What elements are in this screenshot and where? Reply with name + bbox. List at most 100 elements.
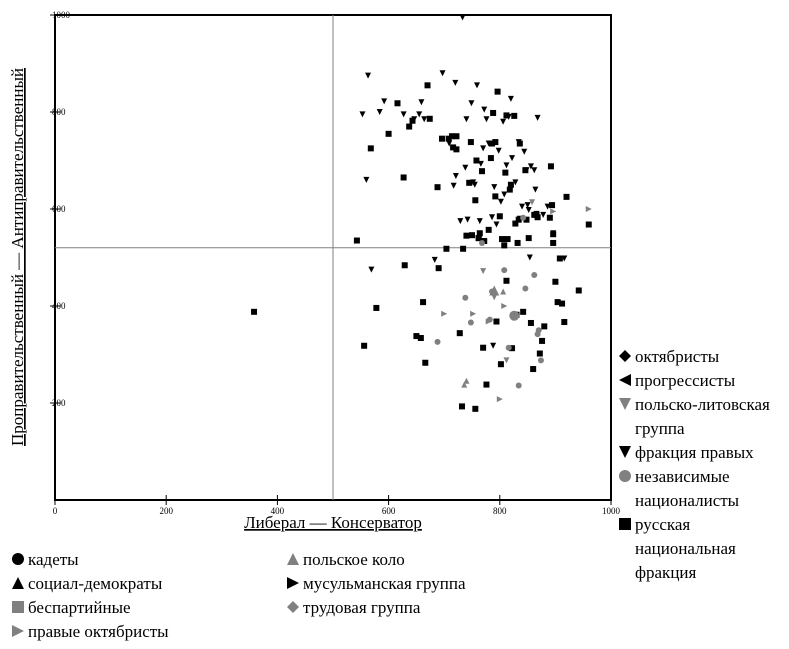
data-point <box>473 157 480 164</box>
data-point <box>505 113 512 120</box>
legend-square-icon <box>617 513 635 537</box>
data-point <box>559 300 566 307</box>
data-point <box>527 163 534 170</box>
data-point <box>512 220 519 227</box>
data-point <box>476 218 483 225</box>
x-axis-ticks: 0 200 400 600 800 1000 <box>53 495 621 516</box>
data-point <box>467 139 474 146</box>
data-point <box>469 232 475 239</box>
data-point <box>550 239 557 246</box>
data-point <box>422 359 429 366</box>
data-point <box>534 114 541 121</box>
data-point <box>536 350 543 357</box>
data-point <box>463 377 470 384</box>
data-point <box>540 211 547 218</box>
data-point <box>493 221 500 228</box>
data-point <box>416 111 423 118</box>
data-point <box>400 174 407 181</box>
data-point <box>522 285 529 292</box>
y-tick-label: 400 <box>52 301 66 311</box>
data-point <box>527 319 534 326</box>
data-point <box>496 213 503 220</box>
data-point <box>563 193 570 200</box>
data-point <box>523 167 530 174</box>
data-point <box>363 176 370 183</box>
legend-label: прогрессисты <box>635 371 736 390</box>
data-point <box>550 208 557 215</box>
data-point <box>529 199 536 206</box>
x-tick-label: 0 <box>53 506 58 516</box>
data-point <box>506 186 513 193</box>
data-point <box>512 179 519 186</box>
legend-item: октябристы <box>617 345 787 369</box>
legend-item: правые октябристы <box>10 620 169 644</box>
data-point <box>497 198 504 205</box>
legend-label: фракция правых <box>635 443 754 462</box>
data-point <box>497 361 504 368</box>
data-point <box>501 303 508 309</box>
x-axis-title: Либерал — Консерватор <box>244 513 422 532</box>
data-point <box>413 333 420 340</box>
data-point <box>409 117 416 124</box>
data-point <box>516 140 523 147</box>
data-point <box>561 319 568 326</box>
x-tick-label: 600 <box>382 506 396 516</box>
data-point <box>501 242 508 249</box>
data-point <box>509 155 516 162</box>
y-axis-ticks: 200 400 600 800 1000 <box>50 10 71 408</box>
data-point <box>507 95 514 102</box>
data-point <box>385 130 392 137</box>
data-point <box>515 139 522 146</box>
data-point <box>503 357 510 364</box>
legend-item: русская национальная фракция <box>617 513 787 585</box>
y-tick-label: 800 <box>52 107 66 117</box>
data-point <box>466 179 473 186</box>
data-point <box>365 72 372 79</box>
data-point <box>401 262 408 269</box>
data-point <box>453 146 460 153</box>
data-point <box>441 310 448 317</box>
data-point <box>514 239 521 246</box>
y-tick-label: 600 <box>52 204 66 214</box>
data-point <box>463 232 470 239</box>
data-point <box>361 342 368 349</box>
legend-circle-icon <box>10 548 28 572</box>
data-point <box>461 381 468 388</box>
legend-diamond-icon <box>617 345 635 369</box>
data-point <box>452 79 459 86</box>
data-point <box>424 82 431 89</box>
data-point <box>524 202 531 209</box>
legend-triangle-up-icon <box>285 548 303 572</box>
data-point <box>520 308 527 315</box>
y-tick-label: 1000 <box>52 10 71 20</box>
data-point <box>526 254 533 261</box>
data-point <box>499 236 506 243</box>
data-point <box>502 169 509 176</box>
data-point <box>450 182 457 189</box>
x-tick-label: 1000 <box>602 506 621 516</box>
data-point <box>547 163 554 170</box>
data-point <box>463 116 470 123</box>
data-point <box>503 277 510 284</box>
data-point <box>411 116 418 123</box>
data-point <box>400 111 407 118</box>
data-point <box>460 245 467 252</box>
data-point <box>376 109 383 115</box>
data-point <box>464 216 471 223</box>
data-point <box>492 139 499 146</box>
data-point <box>456 330 463 337</box>
x-tick-label: 800 <box>493 506 507 516</box>
data-point <box>434 184 441 191</box>
data-point <box>462 164 469 171</box>
data-point <box>480 268 487 275</box>
legend-triangle-down-icon <box>617 441 635 465</box>
legend-triangle-right-icon <box>10 620 28 644</box>
data-point <box>546 214 553 221</box>
legend-item: социал-демократы <box>10 572 169 596</box>
data-point <box>561 255 568 262</box>
series-triangle-right-gray <box>441 206 592 403</box>
legend-label: мусульманская группа <box>303 574 466 593</box>
data-point <box>485 318 492 325</box>
legend-label: октябристы <box>635 347 720 366</box>
data-point <box>480 145 487 152</box>
